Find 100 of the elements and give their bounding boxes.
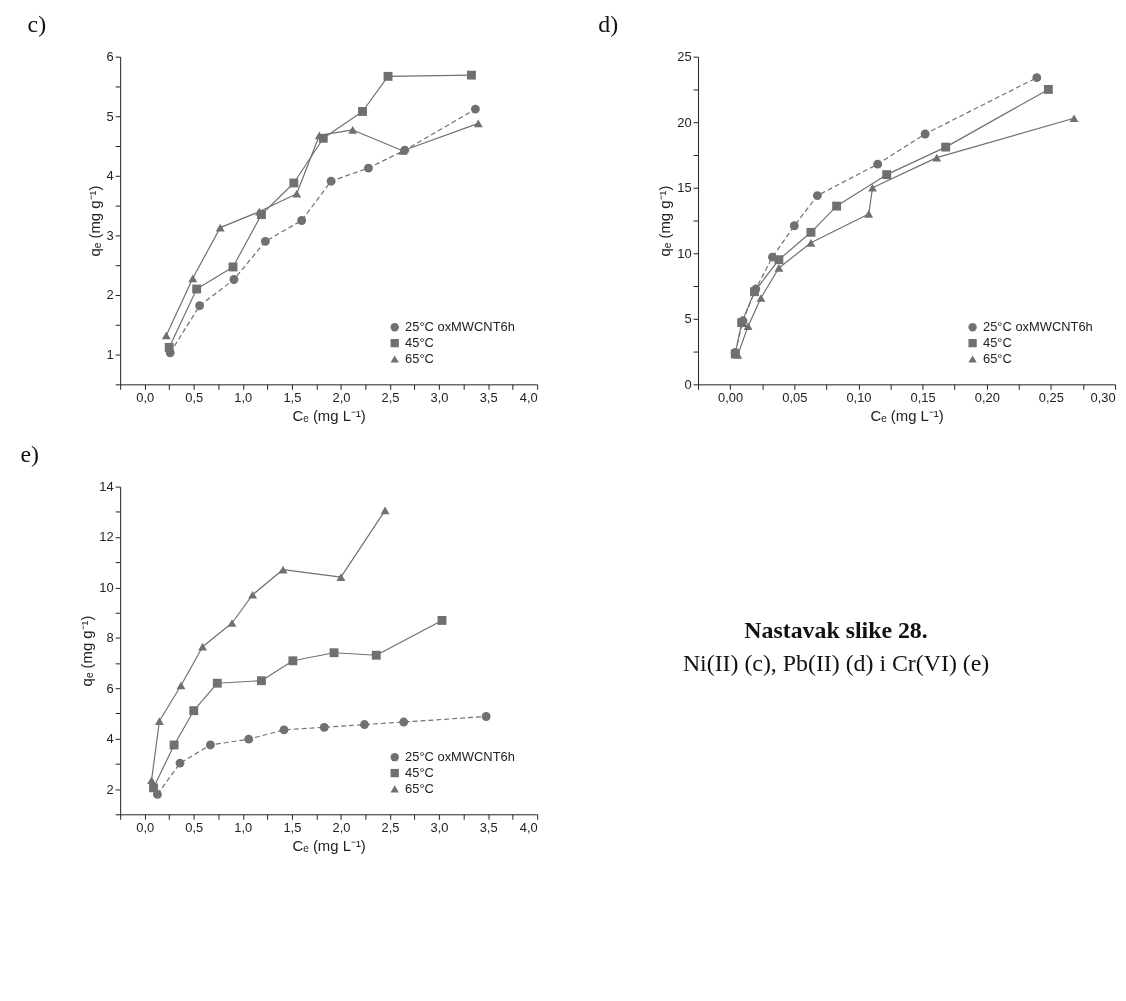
y-axis-title: qₑ (mg g⁻¹): [79, 615, 96, 687]
point: [292, 189, 302, 198]
point: [467, 70, 476, 80]
point: [279, 725, 289, 735]
y-tick-label: 15: [677, 180, 692, 196]
y-tick-label: 0: [684, 376, 692, 392]
point: [229, 275, 239, 284]
x-tick-label: 3,0: [430, 819, 449, 835]
point: [789, 221, 799, 231]
x-axis-title: Cₑ (mg L⁻¹): [870, 407, 944, 424]
text: Ni(II) (c), Pb(II) (d) i Cr(VI) (e): [682, 650, 990, 677]
legend-label: 65°C: [983, 351, 1012, 366]
point: [297, 216, 307, 225]
y-tick-label: 1: [106, 347, 114, 363]
point: [371, 650, 381, 660]
x-tick-label: 4,0: [519, 389, 538, 405]
legend-label: 25°C oxMWCNT6h: [405, 319, 515, 335]
point: [383, 71, 393, 81]
legend-label: 65°C: [405, 780, 434, 796]
point: [244, 734, 254, 744]
legend-label: 45°C: [405, 765, 434, 781]
point: [248, 590, 258, 599]
y-tick-label: 5: [684, 311, 692, 327]
x-tick-label: 3,0: [430, 389, 449, 405]
y-tick-label: 12: [99, 529, 114, 545]
point: [326, 176, 336, 186]
y-tick-label: 10: [99, 579, 114, 595]
x-tick-label: 0,20: [974, 389, 1000, 405]
y-axis-title: qₑ (mg g⁻¹): [657, 185, 674, 257]
point: [774, 255, 784, 265]
x-tick-label: 0,0: [136, 389, 155, 405]
point: [437, 616, 447, 625]
point: [161, 331, 171, 340]
x-tick-label: 1,5: [283, 819, 302, 835]
point: [868, 183, 877, 192]
point: [176, 681, 186, 690]
y-tick-label: 4: [106, 168, 114, 184]
point: [195, 301, 205, 311]
point: [920, 129, 930, 139]
x-tick-label: 0,0: [136, 819, 155, 835]
legend-label: 45°C: [983, 335, 1012, 351]
point: [864, 210, 874, 218]
point: [363, 163, 373, 173]
point: [774, 264, 784, 272]
point: [198, 642, 208, 651]
legend-label: 25°C oxMWCNT6h: [983, 319, 1093, 335]
point: [832, 201, 842, 211]
x-tick-label: 0,5: [185, 389, 204, 405]
point: [380, 506, 390, 515]
point: [164, 342, 174, 352]
point: [189, 706, 199, 716]
point: [175, 758, 185, 768]
x-tick-label: 0,15: [910, 389, 936, 405]
x-tick-label: 0,5: [185, 819, 204, 835]
x-tick-label: 1,5: [283, 389, 302, 405]
point: [1069, 114, 1079, 123]
x-tick-label: 1,0: [234, 819, 253, 835]
text: Nastavak slike 28.: [744, 616, 928, 643]
y-tick-label: 6: [106, 680, 114, 696]
x-axis-title: Cₑ (mg L⁻¹): [292, 407, 366, 424]
point: [205, 740, 215, 750]
y-tick-label: 2: [106, 287, 114, 303]
point: [360, 720, 369, 729]
x-tick-label: 0,00: [718, 389, 744, 405]
point: [399, 717, 409, 727]
y-tick-label: 25: [677, 49, 692, 65]
x-tick-label: 0,25: [1038, 389, 1064, 405]
point: [289, 178, 299, 188]
point: [260, 236, 270, 246]
point: [147, 776, 156, 785]
point: [192, 284, 202, 294]
point: [873, 159, 883, 169]
x-tick-label: 3,5: [479, 819, 498, 835]
x-tick-label: 2,0: [332, 389, 351, 405]
point: [481, 712, 491, 721]
y-tick-label: 8: [106, 630, 114, 646]
y-tick-label: 5: [106, 108, 114, 124]
point: [1032, 73, 1042, 83]
y-axis-title: qₑ (mg g⁻¹): [86, 185, 103, 257]
point: [215, 223, 225, 232]
point: [941, 142, 951, 152]
legend-label: 25°C oxMWCNT6h: [405, 749, 515, 765]
y-tick-label: 3: [106, 227, 114, 243]
point: [470, 104, 480, 114]
point: [473, 119, 483, 128]
point: [812, 191, 822, 201]
legend-label: 45°C: [405, 335, 434, 351]
point: [743, 322, 753, 330]
point: [152, 789, 162, 799]
x-tick-label: 0,10: [846, 389, 872, 405]
x-tick-label: 3,5: [479, 389, 498, 405]
point: [882, 170, 892, 180]
x-tick-label: 0,05: [782, 389, 808, 405]
chart-title: c): [27, 10, 47, 37]
point: [756, 294, 766, 302]
point: [149, 783, 158, 793]
point: [806, 227, 816, 237]
point: [288, 656, 298, 666]
point: [358, 107, 367, 116]
x-tick-label: 4,0: [519, 819, 538, 835]
